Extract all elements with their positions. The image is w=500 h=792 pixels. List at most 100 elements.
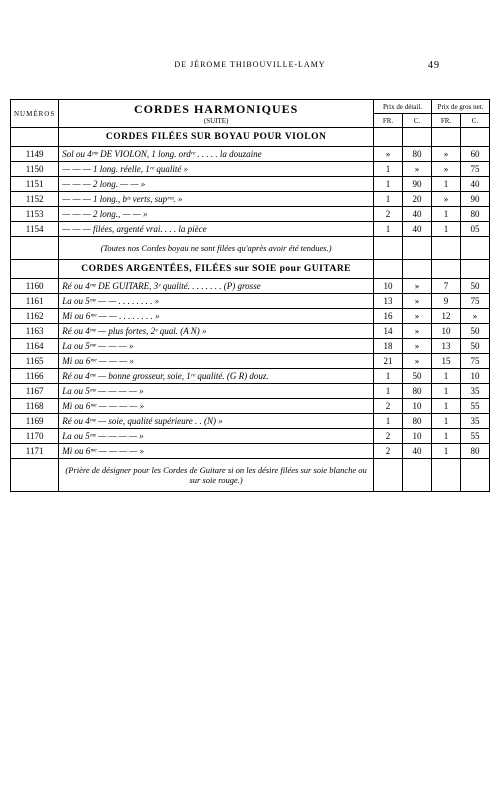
item-description: La ou 5ᵐᵉ — — — — » [59,384,374,399]
item-description: Mi ou 6ᵐᵉ — — — — » [59,444,374,459]
price-detail-c: 40 [403,222,432,237]
price-detail-fr: 10 [374,279,403,294]
price-gros-fr: 1 [432,429,461,444]
item-number: 1161 [11,294,59,309]
table-row: 1164 La ou 5ᵐᵉ — — — » 18 » 13 50 [11,339,490,354]
price-gros-c: 35 [461,384,490,399]
col-header-numeros: NUMÉROS [11,100,59,128]
price-gros-c: 55 [461,399,490,414]
item-number: 1162 [11,309,59,324]
item-number: 1150 [11,162,59,177]
price-gros-c: 75 [461,354,490,369]
price-detail-c: 80 [403,384,432,399]
table-row: 1150 — — — 1 long. réelle, 1ʳᵉ qualité »… [11,162,490,177]
running-header: DE JÉROME THIBOUVILLE-LAMY 49 [10,60,490,69]
price-gros-c: 10 [461,369,490,384]
item-description: — — — 2 long. — — » [59,177,374,192]
price-gros-fr: 1 [432,207,461,222]
item-number: 1160 [11,279,59,294]
price-gros-c: 05 [461,222,490,237]
price-detail-c: 50 [403,369,432,384]
col-header-detail: Prix de détail. [374,100,432,114]
price-gros-fr: 1 [432,384,461,399]
price-detail-fr: 18 [374,339,403,354]
item-number: 1165 [11,354,59,369]
price-detail-c: 40 [403,207,432,222]
price-gros-c: 75 [461,294,490,309]
col-header-fr2: FR. [432,114,461,128]
section-note-row: (Prière de désigner pour les Cordes de G… [11,459,490,492]
item-description: La ou 5ᵐᵉ — — — » [59,339,374,354]
section-heading-row: CORDES ARGENTÉES, FILÉES sur SOIE pour G… [11,260,490,279]
item-number: 1171 [11,444,59,459]
item-description: — — — 1 long., bᵗˢ verts, supʳᵉˢ. » [59,192,374,207]
price-detail-fr: 1 [374,414,403,429]
price-detail-c: 40 [403,444,432,459]
price-gros-fr: » [432,147,461,162]
price-detail-c: 20 [403,192,432,207]
section-heading: CORDES ARGENTÉES, FILÉES sur SOIE pour G… [59,260,374,279]
table-row: 1153 — — — 2 long., — — » 2 40 1 80 [11,207,490,222]
price-detail-fr: 14 [374,324,403,339]
price-detail-fr: 2 [374,444,403,459]
table-row: 1169 Ré ou 4ᵐᵉ — soie, qualité supérieur… [11,414,490,429]
col-header-fr1: FR. [374,114,403,128]
price-detail-c: 10 [403,399,432,414]
price-detail-fr: 16 [374,309,403,324]
price-gros-fr: 1 [432,222,461,237]
item-description: La ou 5ᵐᵉ — — . . . . . . . . » [59,294,374,309]
price-detail-fr: 1 [374,369,403,384]
header-row-top: NUMÉROS CORDES HARMONIQUES (SUITE) Prix … [11,100,490,114]
price-detail-fr: 2 [374,399,403,414]
price-detail-fr: 1 [374,192,403,207]
price-gros-fr: » [432,162,461,177]
price-gros-c: 50 [461,279,490,294]
section-note: (Toutes nos Cordes boyau ne sont filées … [59,237,374,260]
table-row: 1154 — — — filées, argenté vrai. . . . l… [11,222,490,237]
price-detail-c: » [403,324,432,339]
price-detail-c: » [403,162,432,177]
table-row: 1151 — — — 2 long. — — » 1 90 1 40 [11,177,490,192]
item-description: Sol ou 4ᵐᵉ DE VIOLON, 1 long. ordʳᵉ . . … [59,147,374,162]
price-gros-fr: 1 [432,177,461,192]
item-description: Mi ou 6ᵐᵉ — — . . . . . . . . » [59,309,374,324]
table-row: 1171 Mi ou 6ᵐᵉ — — — — » 2 40 1 80 [11,444,490,459]
price-detail-fr: 21 [374,354,403,369]
price-gros-fr: 9 [432,294,461,309]
section-heading: CORDES FILÉES SUR BOYAU POUR VIOLON [59,128,374,147]
price-detail-fr: 13 [374,294,403,309]
table-row: 1163 Ré ou 4ᵐᵉ — plus fortes, 2ᵉ qual. (… [11,324,490,339]
title-main: CORDES HARMONIQUES [134,102,298,116]
item-number: 1153 [11,207,59,222]
section-heading-row: CORDES FILÉES SUR BOYAU POUR VIOLON [11,128,490,147]
table-row: 1170 La ou 5ᵐᵉ — — — — » 2 10 1 55 [11,429,490,444]
price-detail-c: 10 [403,429,432,444]
price-detail-c: 80 [403,414,432,429]
price-detail-fr: 1 [374,384,403,399]
item-description: Ré ou 4ᵐᵉ — bonne grosseur, soie, 1ʳᵉ qu… [59,369,374,384]
price-gros-fr: 1 [432,399,461,414]
col-header-c1: C. [403,114,432,128]
table-row: 1165 Mi ou 6ᵐᵉ — — — » 21 » 15 75 [11,354,490,369]
item-number: 1170 [11,429,59,444]
price-gros-fr: 1 [432,414,461,429]
title-cell: CORDES HARMONIQUES (SUITE) [59,100,374,128]
item-number: 1168 [11,399,59,414]
price-gros-fr: » [432,192,461,207]
table-row: 1168 Mi ou 6ᵐᵉ — — — — » 2 10 1 55 [11,399,490,414]
item-number: 1163 [11,324,59,339]
table-row: 1160 Ré ou 4ᵐᵉ DE GUITARE, 3ᵉ qualité. .… [11,279,490,294]
item-description: — — — 1 long. réelle, 1ʳᵉ qualité » [59,162,374,177]
price-detail-c: » [403,354,432,369]
price-gros-c: 55 [461,429,490,444]
col-header-gros: Prix de gros net. [432,100,490,114]
price-gros-c: 80 [461,444,490,459]
table-row: 1167 La ou 5ᵐᵉ — — — — » 1 80 1 35 [11,384,490,399]
item-number: 1152 [11,192,59,207]
price-gros-fr: 1 [432,369,461,384]
item-number: 1166 [11,369,59,384]
table-row: 1162 Mi ou 6ᵐᵉ — — . . . . . . . . » 16 … [11,309,490,324]
section-note-row: (Toutes nos Cordes boyau ne sont filées … [11,237,490,260]
item-description: — — — 2 long., — — » [59,207,374,222]
item-description: Ré ou 4ᵐᵉ DE GUITARE, 3ᵉ qualité. . . . … [59,279,374,294]
